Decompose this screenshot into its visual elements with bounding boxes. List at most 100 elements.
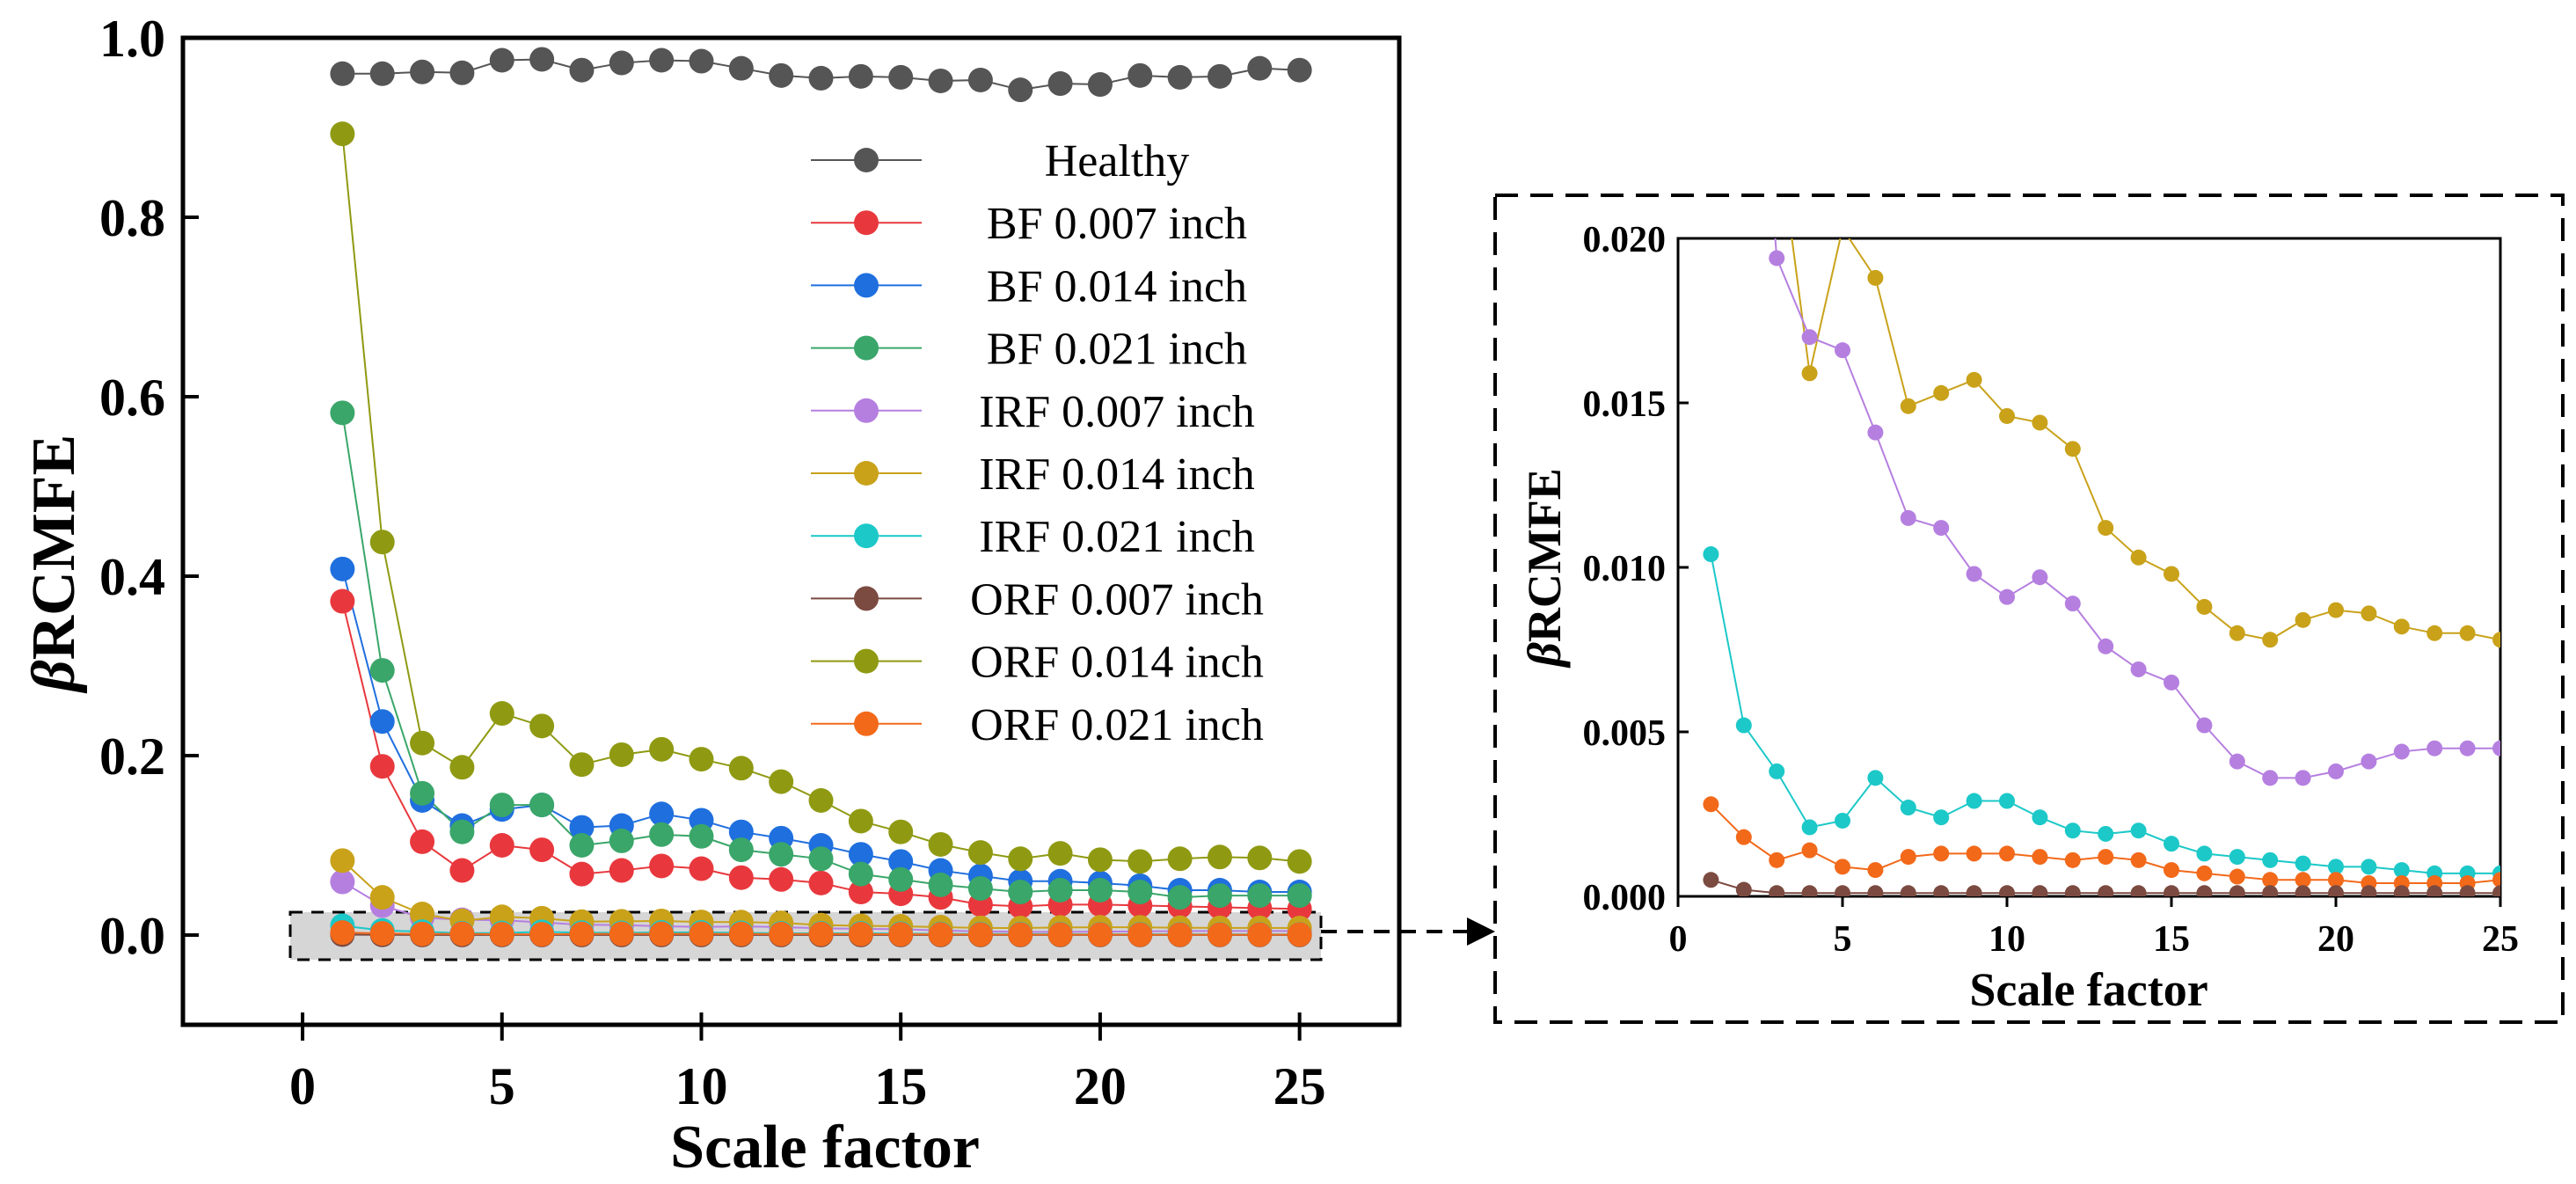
main-point-healthy bbox=[1127, 62, 1153, 88]
inset-dashed-frame bbox=[1493, 194, 2565, 1024]
inset-point-orf-0-021-inch bbox=[1735, 829, 1752, 845]
inset-point-irf-0-007-inch bbox=[1966, 566, 1982, 582]
main-point-bf-0-021-inch bbox=[410, 780, 435, 806]
main-point-bf-0-021-inch bbox=[569, 833, 595, 858]
main-point-orf-0-014-inch bbox=[888, 819, 914, 844]
inset-point-irf-0-021-inch bbox=[1769, 763, 1785, 779]
main-point-healthy bbox=[769, 62, 794, 88]
main-point-healthy bbox=[489, 48, 514, 73]
inset-point-irf-0-021-inch bbox=[1835, 812, 1850, 829]
legend-marker-bf-0-021-inch bbox=[854, 335, 879, 361]
main-point-orf-0-021-inch bbox=[529, 922, 555, 947]
inset-point-irf-0-014-inch bbox=[2361, 605, 2377, 622]
inset-axis-ticks: 0 5 10 15 20 25 0.000 0.005 0.010 0.015 0.020 bbox=[1583, 220, 2520, 960]
inset-x-tick-label: 20 bbox=[2317, 919, 2354, 960]
main-point-bf-0-014-inch bbox=[569, 815, 595, 840]
main-point-orf-0-021-inch bbox=[1008, 922, 1033, 947]
main-point-healthy bbox=[1287, 57, 1312, 83]
inset-point-orf-0-007-inch bbox=[1966, 885, 1982, 896]
main-point-bf-0-021-inch bbox=[769, 842, 794, 867]
main-point-healthy bbox=[928, 68, 953, 93]
main-point-bf-0-021-inch bbox=[489, 793, 514, 818]
inset-point-orf-0-021-inch bbox=[1900, 849, 1916, 866]
inset-point-orf-0-021-inch bbox=[2262, 872, 2279, 888]
inset-x-tick-label: 25 bbox=[2482, 919, 2519, 960]
main-point-orf-0-021-inch bbox=[410, 921, 435, 946]
main-y-tick-label: 0.6 bbox=[99, 369, 165, 427]
main-point-orf-0-021-inch bbox=[609, 921, 634, 946]
main-point-healthy bbox=[848, 63, 873, 89]
main-point-healthy bbox=[649, 48, 675, 73]
inset-point-orf-0-007-inch bbox=[1835, 885, 1850, 896]
inset-point-irf-0-021-inch bbox=[2130, 822, 2147, 839]
main-x-tick-label: 20 bbox=[1074, 1057, 1127, 1115]
inset-point-irf-0-021-inch bbox=[2229, 849, 2245, 866]
inset-point-irf-0-021-inch bbox=[2098, 825, 2114, 842]
main-series-layer bbox=[330, 47, 1312, 947]
main-point-irf-0-014-inch bbox=[330, 848, 355, 873]
main-axis-ticks: 0 5 10 15 20 25 0.0 0.2 0.4 0.6 0.8 1.0 bbox=[99, 10, 1326, 1115]
inset-point-orf-0-021-inch bbox=[2229, 868, 2245, 885]
main-point-bf-0-007-inch bbox=[489, 833, 514, 858]
main-point-bf-0-007-inch bbox=[369, 754, 395, 779]
inset-point-orf-0-021-inch bbox=[1867, 862, 1884, 879]
main-point-orf-0-021-inch bbox=[967, 922, 993, 947]
main-point-orf-0-014-inch bbox=[1008, 846, 1033, 872]
main-point-bf-0-007-inch bbox=[609, 858, 634, 883]
main-point-orf-0-014-inch bbox=[1287, 849, 1312, 874]
inset-series-line-orf-0-021-inch bbox=[1710, 803, 2500, 885]
inset-point-irf-0-007-inch bbox=[2295, 770, 2311, 786]
main-y-tick-label: 0.0 bbox=[99, 907, 165, 965]
inset-point-orf-0-007-inch bbox=[2032, 885, 2048, 896]
inset-y-tick-label: 0.015 bbox=[1583, 384, 1667, 425]
main-point-bf-0-007-inch bbox=[848, 880, 873, 905]
inset-point-irf-0-007-inch bbox=[1835, 342, 1850, 359]
inset-point-irf-0-014-inch bbox=[2032, 414, 2048, 431]
main-point-orf-0-014-inch bbox=[689, 747, 714, 772]
main-point-orf-0-021-inch bbox=[1287, 922, 1312, 947]
main-point-bf-0-021-inch bbox=[1247, 883, 1273, 909]
main-point-bf-0-021-inch bbox=[609, 828, 634, 853]
main-chart: 0 5 10 15 20 25 0.0 0.2 0.4 0.6 0.8 1.0 Scale facto… bbox=[20, 10, 1402, 1181]
legend-label-orf-0-007-inch: ORF 0.007 inch bbox=[970, 574, 1264, 625]
main-point-bf-0-021-inch bbox=[529, 793, 555, 818]
inset-point-orf-0-021-inch bbox=[1703, 796, 1719, 813]
inset-point-irf-0-014-inch bbox=[2164, 566, 2179, 582]
main-point-bf-0-021-inch bbox=[967, 875, 993, 901]
main-point-orf-0-014-inch bbox=[1167, 846, 1193, 872]
main-point-bf-0-021-inch bbox=[330, 400, 355, 426]
inset-point-orf-0-021-inch bbox=[1801, 842, 1818, 859]
main-point-bf-0-021-inch bbox=[888, 866, 914, 892]
main-point-healthy bbox=[1207, 63, 1232, 89]
main-point-bf-0-007-inch bbox=[689, 856, 714, 881]
main-point-bf-0-021-inch bbox=[1287, 883, 1312, 909]
main-point-bf-0-021-inch bbox=[1047, 878, 1073, 903]
inset-point-orf-0-007-inch bbox=[2361, 885, 2377, 896]
inset-x-axis-label: Scale factor bbox=[1969, 963, 2207, 1016]
main-y-tick-label: 0.8 bbox=[99, 189, 165, 247]
main-plot-frame bbox=[180, 35, 1402, 1027]
main-point-bf-0-007-inch bbox=[769, 866, 794, 892]
inset-point-orf-0-007-inch bbox=[1867, 885, 1884, 896]
main-point-bf-0-007-inch bbox=[410, 829, 435, 854]
main-point-healthy bbox=[1167, 64, 1193, 90]
inset-point-irf-0-014-inch bbox=[2064, 441, 2081, 457]
main-point-orf-0-014-inch bbox=[967, 840, 993, 866]
inset-point-irf-0-007-inch bbox=[2262, 770, 2279, 786]
inset-point-irf-0-021-inch bbox=[2196, 845, 2213, 862]
main-y-tick-label: 0.4 bbox=[99, 548, 165, 606]
inset-point-irf-0-021-inch bbox=[2164, 836, 2179, 852]
inset-x-tick-label: 15 bbox=[2153, 919, 2190, 960]
inset-point-orf-0-007-inch bbox=[1900, 885, 1916, 896]
inset-y-tick-label: 0.000 bbox=[1583, 878, 1667, 918]
inset-point-irf-0-007-inch bbox=[2164, 674, 2179, 691]
main-point-bf-0-021-inch bbox=[1008, 880, 1033, 905]
main-x-axis-label: Scale factor bbox=[670, 1114, 980, 1181]
inset-point-irf-0-014-inch bbox=[1933, 384, 1950, 401]
inset-x-tick-label: 0 bbox=[1669, 919, 1688, 960]
main-point-bf-0-021-inch bbox=[728, 837, 754, 863]
inset-point-irf-0-014-inch bbox=[1999, 407, 2015, 424]
main-point-orf-0-014-inch bbox=[1047, 841, 1073, 866]
inset-point-orf-0-007-inch bbox=[1801, 885, 1818, 896]
main-point-irf-0-014-inch bbox=[369, 885, 395, 910]
